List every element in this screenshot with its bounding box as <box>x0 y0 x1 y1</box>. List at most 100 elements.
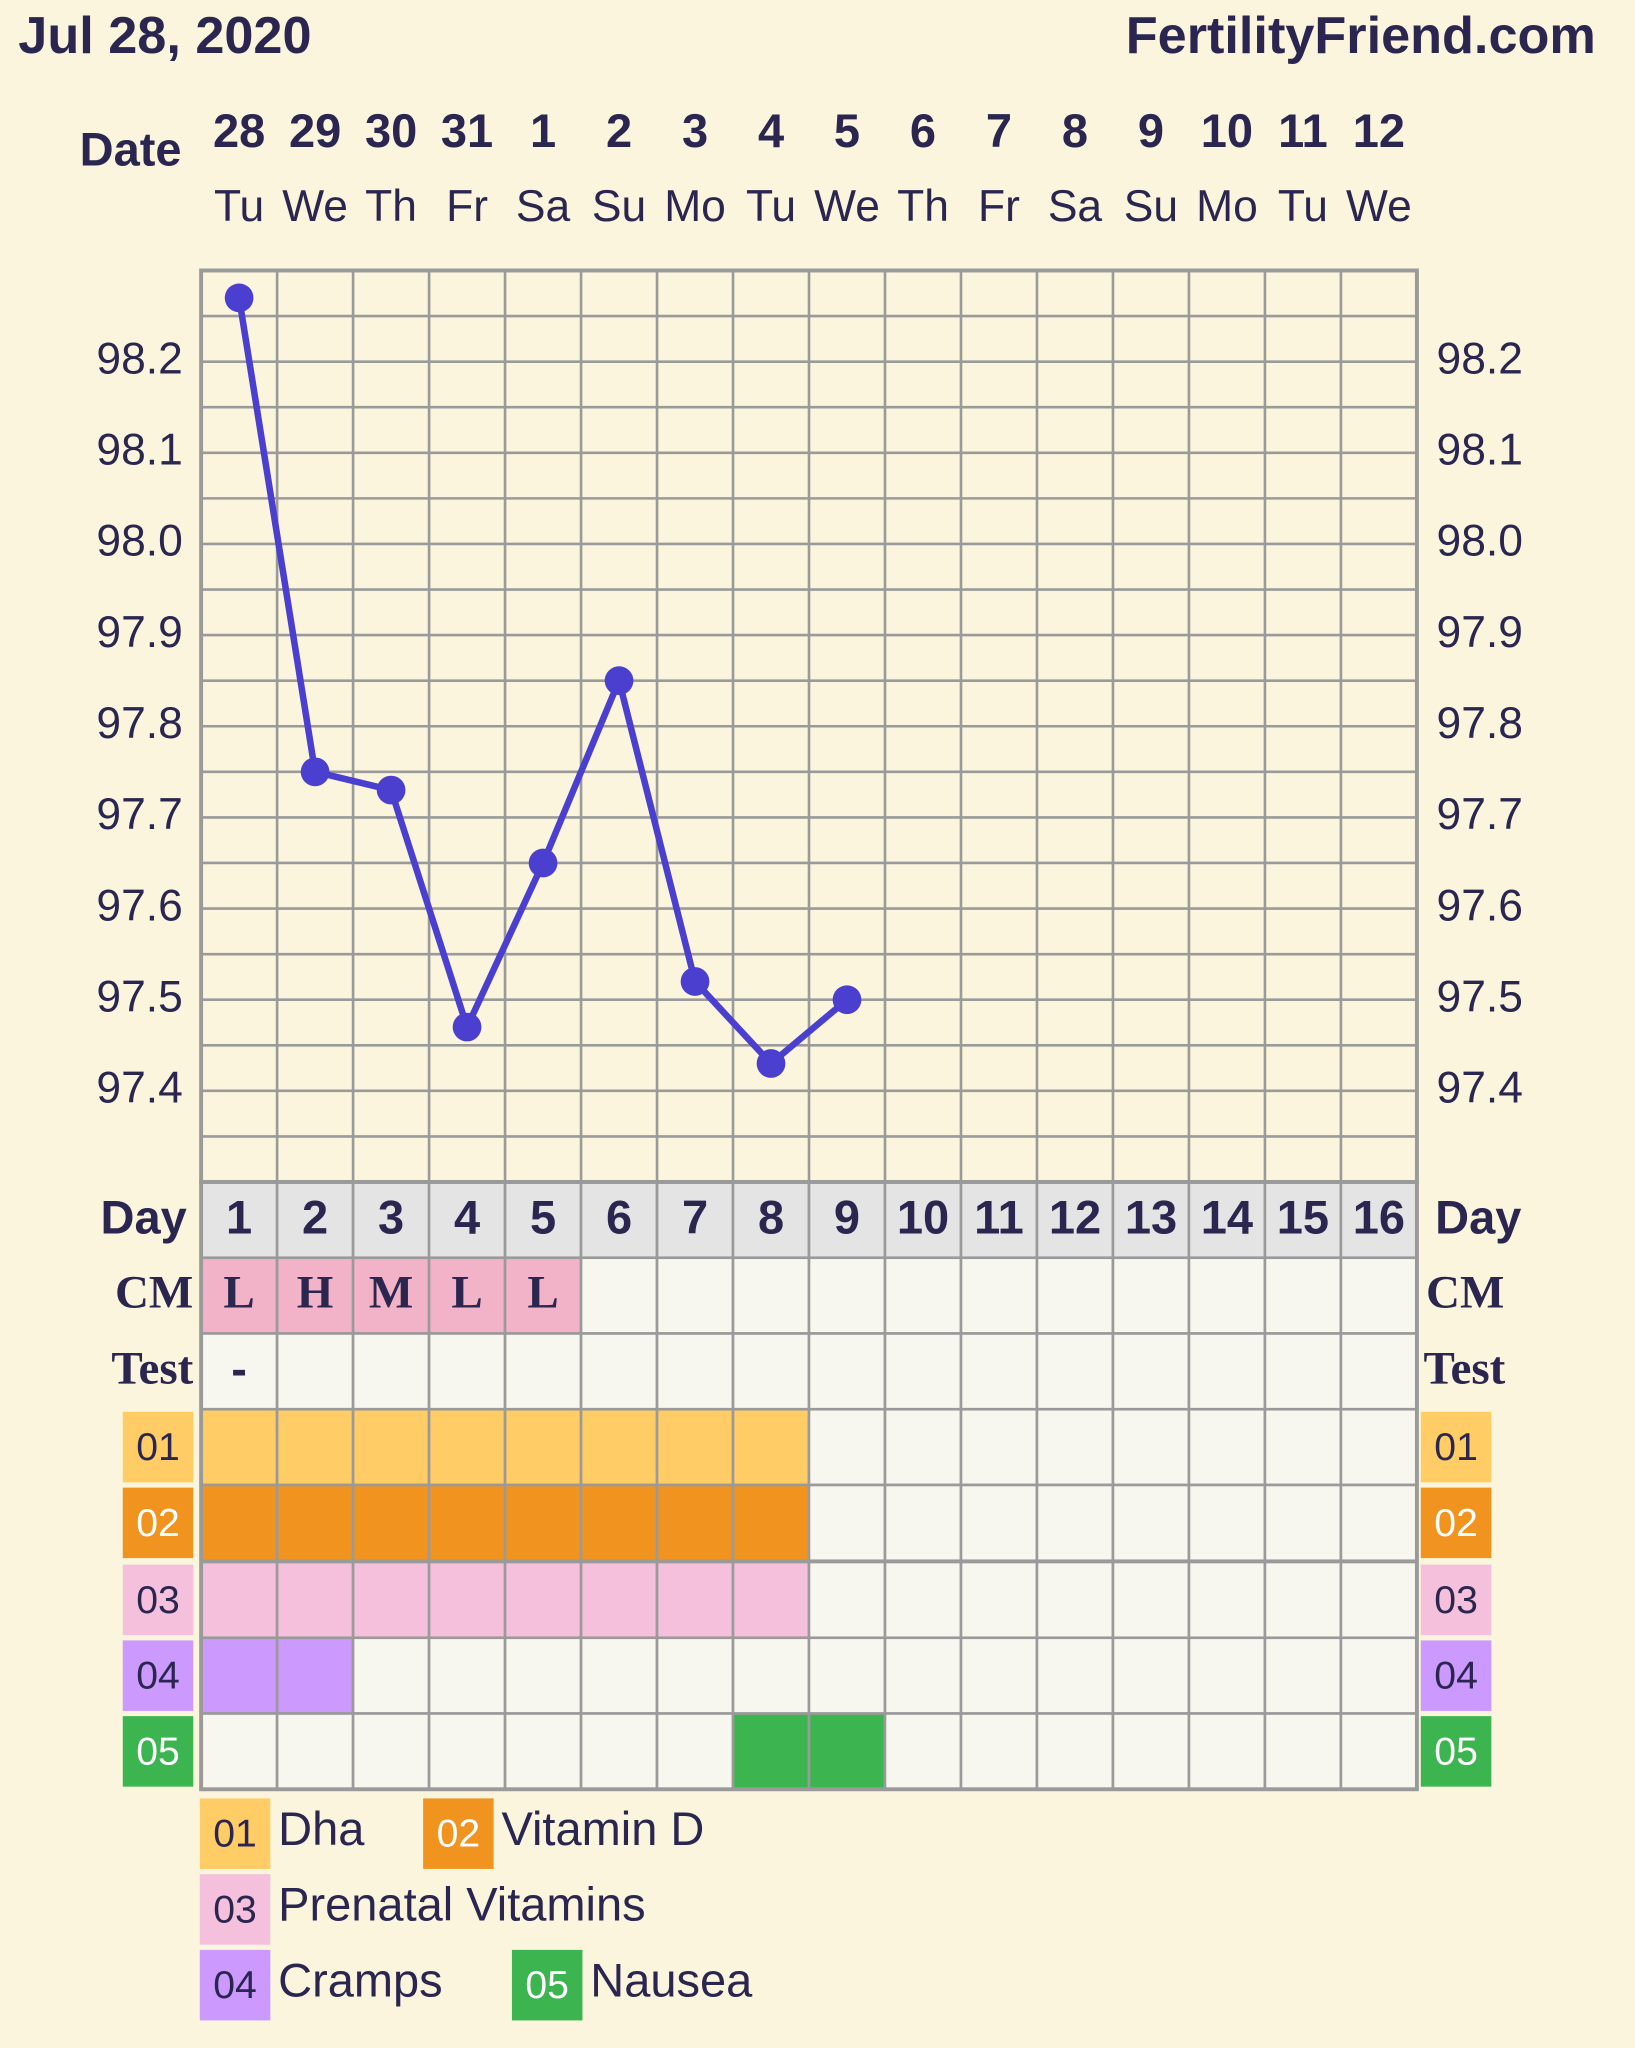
legend-badge <box>199 1949 271 2021</box>
row-cell <box>731 1560 811 1640</box>
y-tick-label: 97.6 <box>96 881 182 930</box>
row-cell <box>1263 1636 1343 1715</box>
y-tick-label: 98.0 <box>96 517 182 566</box>
row-cell <box>1111 1636 1191 1715</box>
date-label: 5 <box>834 104 860 157</box>
date-label: 2 <box>606 104 632 157</box>
day-label: Day <box>1435 1191 1521 1244</box>
weekday-label: Th <box>897 182 949 231</box>
cm-value: L <box>527 1267 558 1319</box>
cm-cell <box>427 1256 507 1335</box>
weekday-label: Tu <box>214 182 264 231</box>
row-cell <box>655 1560 735 1640</box>
y2-tick-label: 98.0 <box>1437 517 1523 566</box>
day-number: 13 <box>1125 1191 1177 1244</box>
row-badge-text: 05 <box>136 1730 180 1773</box>
row-cell <box>1339 1712 1419 1791</box>
date-label: 1 <box>530 104 556 157</box>
test-cell <box>807 1332 887 1411</box>
row-cell <box>579 1560 659 1640</box>
weekday-label: Tu <box>1278 182 1328 231</box>
test-cell <box>1263 1332 1343 1411</box>
test-cell <box>275 1332 355 1411</box>
row-cell <box>959 1407 1039 1487</box>
row-badge-text: 03 <box>1434 1579 1478 1622</box>
date-label: 31 <box>441 104 493 157</box>
row-cell <box>731 1712 811 1791</box>
date-label: 9 <box>1138 104 1164 157</box>
temperature-point <box>528 848 558 878</box>
day-cell <box>1339 1180 1419 1260</box>
day-number: 4 <box>454 1191 480 1244</box>
day-cell <box>807 1180 887 1260</box>
date-label: 29 <box>289 104 341 157</box>
row-cell <box>275 1407 355 1487</box>
test-cell <box>427 1332 507 1411</box>
row-cell <box>579 1407 659 1487</box>
test-cell <box>655 1332 735 1411</box>
y-tick-label: 97.8 <box>96 699 182 748</box>
row-cell <box>1035 1636 1115 1715</box>
day-cell <box>579 1180 659 1260</box>
row-cell <box>1263 1483 1343 1563</box>
day-number: 6 <box>606 1191 632 1244</box>
cm-cell <box>1187 1256 1267 1335</box>
row-badge <box>1420 1411 1492 1483</box>
y2-tick-label: 97.8 <box>1437 699 1523 748</box>
weekday-label: Mo <box>664 182 726 231</box>
test-cell <box>503 1332 583 1411</box>
day-number: 16 <box>1353 1191 1405 1244</box>
row-cell <box>351 1636 431 1715</box>
row-cell <box>655 1712 735 1791</box>
legend-badge <box>511 1949 583 2021</box>
row-badge <box>1420 1487 1492 1559</box>
day-cell <box>883 1180 963 1260</box>
row-badge-text: 02 <box>1434 1502 1478 1545</box>
row-cell <box>807 1712 887 1791</box>
row-cell <box>1339 1483 1419 1563</box>
row-cell <box>1111 1483 1191 1563</box>
row-badge-text: 04 <box>1434 1655 1478 1698</box>
weekday-label: Tu <box>746 182 796 231</box>
date-label: 3 <box>682 104 708 157</box>
row-badge <box>1420 1640 1492 1711</box>
row-cell <box>199 1636 279 1715</box>
cm-label: CM <box>115 1267 193 1319</box>
row-cell <box>275 1712 355 1791</box>
day-number: 10 <box>897 1191 949 1244</box>
row-cell <box>1035 1483 1115 1563</box>
day-number: 9 <box>834 1191 860 1244</box>
weekday-label: Fr <box>446 182 488 231</box>
date-label: 11 <box>1278 104 1328 157</box>
row-cell <box>199 1712 279 1791</box>
row-cell <box>275 1483 355 1563</box>
temperature-point <box>680 967 710 996</box>
cm-cell <box>275 1256 355 1335</box>
day-number: 11 <box>974 1191 1024 1244</box>
temperature-point <box>756 1049 786 1078</box>
row-cell <box>883 1483 963 1563</box>
cm-cell <box>731 1256 811 1335</box>
y-tick-label: 98.1 <box>96 426 182 475</box>
weekday-label: We <box>1346 182 1412 231</box>
day-cell <box>351 1180 431 1260</box>
row-badge <box>122 1716 194 1787</box>
day-number: 12 <box>1049 1191 1101 1244</box>
row-cell <box>351 1483 431 1563</box>
row-cell <box>427 1407 507 1487</box>
cm-cell <box>959 1256 1039 1335</box>
legend-badge-text: 01 <box>213 1813 257 1856</box>
date-label: 8 <box>1062 104 1088 157</box>
y2-tick-label: 97.9 <box>1437 608 1523 657</box>
row-cell <box>959 1712 1039 1791</box>
row-cell <box>1035 1407 1115 1487</box>
row-badge <box>122 1411 194 1483</box>
y2-tick-label: 98.2 <box>1437 334 1523 383</box>
row-cell <box>959 1636 1039 1715</box>
day-cell <box>427 1180 507 1260</box>
test-cell <box>1187 1332 1267 1411</box>
row-badge <box>1420 1564 1492 1636</box>
row-cell <box>503 1636 583 1715</box>
row-badge-text: 03 <box>136 1579 180 1622</box>
day-number: 1 <box>226 1191 252 1244</box>
